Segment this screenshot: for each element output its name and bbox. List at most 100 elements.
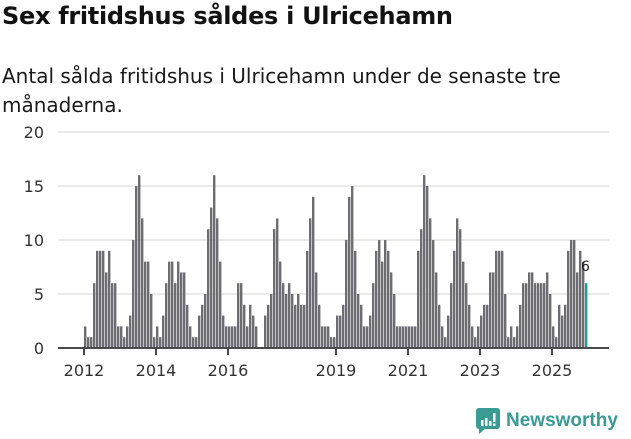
bar	[174, 283, 177, 348]
bar	[540, 283, 543, 348]
bar	[456, 218, 459, 348]
bar	[120, 326, 123, 348]
bar	[318, 304, 321, 348]
bar	[537, 283, 540, 348]
bar	[189, 326, 192, 348]
bar	[375, 250, 378, 348]
bar	[192, 337, 195, 348]
bar	[495, 250, 498, 348]
bar	[294, 304, 297, 348]
bar	[237, 283, 240, 348]
bar	[474, 337, 477, 348]
bar	[186, 304, 189, 348]
bar	[333, 337, 336, 348]
bar	[546, 272, 549, 348]
bar	[195, 337, 198, 348]
bar	[330, 337, 333, 348]
bar	[252, 315, 255, 348]
bar	[84, 326, 87, 348]
bar	[405, 326, 408, 348]
bar	[165, 283, 168, 348]
bar	[531, 272, 534, 348]
bar	[180, 272, 183, 348]
bar	[210, 207, 213, 348]
bar	[435, 272, 438, 348]
bar	[348, 196, 351, 348]
bar	[156, 326, 159, 348]
bar	[327, 326, 330, 348]
bar	[519, 304, 522, 348]
x-tick-label: 2014	[136, 361, 177, 380]
bar	[441, 326, 444, 348]
bar	[288, 283, 291, 348]
bar	[135, 186, 138, 348]
bar	[183, 272, 186, 348]
bar	[396, 326, 399, 348]
bar	[309, 218, 312, 348]
bar	[321, 326, 324, 348]
bar	[438, 304, 441, 348]
bar	[87, 337, 90, 348]
bar	[543, 283, 546, 348]
bar	[489, 272, 492, 348]
bar	[573, 240, 576, 348]
bar	[453, 250, 456, 348]
brand-name: Newsworthy	[506, 410, 618, 431]
bar	[111, 283, 114, 348]
bar	[216, 218, 219, 348]
bar	[219, 261, 222, 348]
x-tick-label: 2023	[460, 361, 501, 380]
bar	[513, 337, 516, 348]
bar	[555, 337, 558, 348]
bar	[114, 283, 117, 348]
bar	[576, 272, 579, 348]
last-value-annotation: 6	[581, 259, 590, 275]
bar	[447, 315, 450, 348]
bar	[522, 283, 525, 348]
bar	[486, 304, 489, 348]
bar	[450, 283, 453, 348]
bar	[459, 229, 462, 348]
bar	[390, 272, 393, 348]
x-tick-label: 2025	[532, 361, 573, 380]
newsworthy-brand[interactable]: Newsworthy	[476, 408, 618, 434]
bar	[585, 283, 588, 348]
bar	[102, 250, 105, 348]
x-tick-label: 2021	[388, 361, 429, 380]
bar	[429, 218, 432, 348]
bar	[354, 250, 357, 348]
bar	[132, 240, 135, 348]
bar	[534, 283, 537, 348]
bar	[105, 272, 108, 348]
bar	[582, 261, 585, 348]
bar	[243, 304, 246, 348]
bar	[342, 304, 345, 348]
bar	[162, 315, 165, 348]
x-tick-label: 2012	[64, 361, 105, 380]
bar	[168, 261, 171, 348]
y-tick-label: 5	[34, 285, 44, 304]
chart-subtitle: Antal sålda fritidshus i Ulricehamn unde…	[2, 64, 561, 117]
bar	[336, 315, 339, 348]
bar	[108, 250, 111, 348]
y-tick-label: 20	[24, 123, 44, 142]
bar	[564, 304, 567, 348]
bar	[246, 326, 249, 348]
bar	[144, 261, 147, 348]
bar	[129, 315, 132, 348]
bar	[510, 326, 513, 348]
bar	[222, 315, 225, 348]
bar	[357, 294, 360, 348]
bar	[150, 294, 153, 348]
bar	[270, 294, 273, 348]
bar	[123, 337, 126, 348]
bars	[84, 175, 588, 348]
bar	[264, 315, 267, 348]
bar	[366, 326, 369, 348]
bar	[504, 294, 507, 348]
bar	[420, 229, 423, 348]
gridlines	[58, 131, 609, 295]
bar	[570, 240, 573, 348]
bar	[501, 250, 504, 348]
bar	[372, 283, 375, 348]
